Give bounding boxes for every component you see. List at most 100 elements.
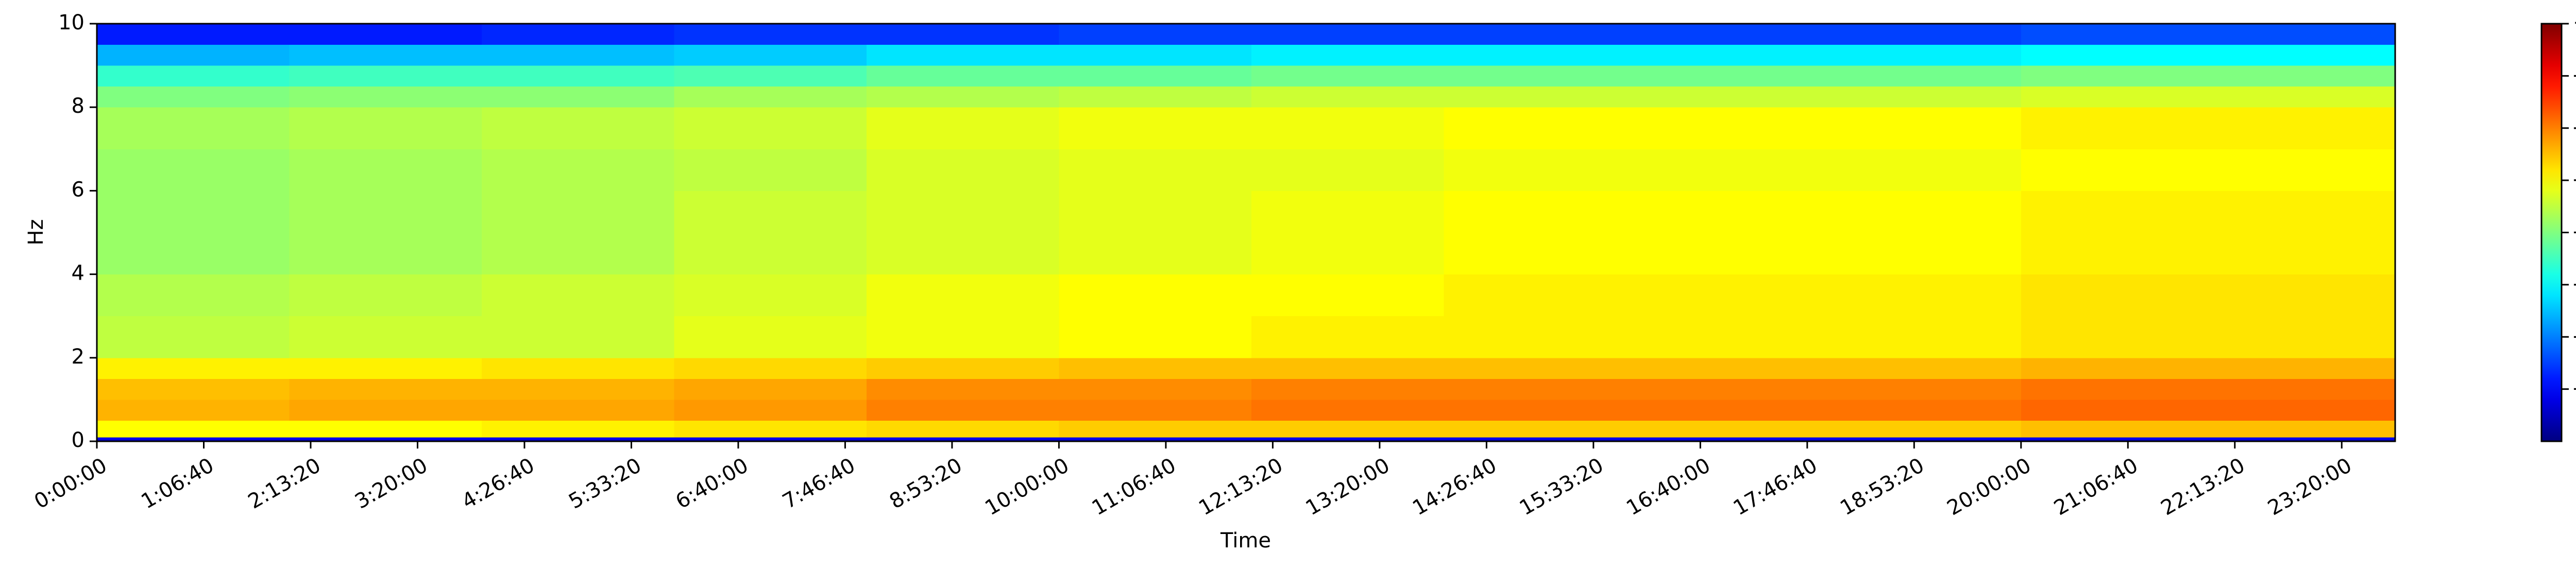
- cell: [481, 399, 674, 421]
- cell: [1059, 437, 1252, 442]
- cell: [1828, 274, 2022, 317]
- cell: [1636, 149, 1829, 191]
- cell: [97, 399, 290, 421]
- cell: [481, 357, 674, 379]
- cell: [2213, 86, 2396, 108]
- x-tick-label: 7:46:40: [778, 454, 859, 514]
- cell: [97, 437, 290, 442]
- cell: [1059, 107, 1252, 149]
- cell: [289, 274, 482, 317]
- cell: [481, 232, 674, 275]
- cell: [97, 316, 290, 358]
- cell: [1251, 107, 1444, 149]
- cell: [674, 232, 867, 275]
- cell: [866, 399, 1059, 421]
- cell: [97, 44, 290, 66]
- x-tick-label: 20:00:00: [1943, 454, 2036, 521]
- cell: [97, 107, 290, 149]
- cell: [1828, 378, 2022, 400]
- cell: [674, 86, 867, 108]
- cell: [2021, 107, 2214, 149]
- cell: [1251, 232, 1444, 275]
- cell: [2021, 399, 2214, 421]
- cell: [674, 316, 867, 358]
- cell: [866, 232, 1059, 275]
- cell: [1636, 274, 1829, 317]
- cell: [1251, 86, 1444, 108]
- cell: [1444, 86, 1637, 108]
- cell: [481, 107, 674, 149]
- x-tick-label: 2:13:20: [244, 454, 325, 514]
- cell: [674, 65, 867, 87]
- y-tick-label: 4: [72, 262, 84, 285]
- cell: [1444, 24, 1637, 45]
- cell: [1636, 316, 1829, 358]
- cell: [1636, 399, 1829, 421]
- cell: [866, 107, 1059, 149]
- cell: [289, 65, 482, 87]
- cell: [1251, 420, 1444, 438]
- cell: [97, 65, 290, 87]
- cell: [1828, 232, 2022, 275]
- cell: [289, 420, 482, 438]
- cell: [1636, 44, 1829, 66]
- cell: [2021, 86, 2214, 108]
- x-tick-label: 17:46:40: [1730, 454, 1822, 521]
- x-tick-label: 3:20:00: [351, 454, 432, 514]
- cell: [2021, 357, 2214, 379]
- cell: [2021, 24, 2214, 45]
- cell: [1636, 437, 1829, 442]
- cell: [1444, 378, 1637, 400]
- cell: [97, 420, 290, 438]
- cell: [1828, 65, 2022, 87]
- cell: [866, 191, 1059, 233]
- cell: [2213, 65, 2396, 87]
- cell: [1251, 399, 1444, 421]
- cell: [481, 65, 674, 87]
- cell: [481, 378, 674, 400]
- cell: [481, 44, 674, 66]
- cell: [866, 378, 1059, 400]
- x-tick-label: 16:40:00: [1622, 454, 1715, 521]
- x-tick-label: 6:40:00: [672, 454, 753, 514]
- x-tick-label: 1:06:40: [137, 454, 218, 514]
- cell: [289, 107, 482, 149]
- cell: [1059, 316, 1252, 358]
- cell: [2213, 437, 2396, 442]
- cell: [1828, 191, 2022, 233]
- cell: [2213, 274, 2396, 317]
- cell: [481, 274, 674, 317]
- cell: [674, 399, 867, 421]
- x-tick-label: 22:13:20: [2157, 454, 2249, 521]
- cell: [866, 316, 1059, 358]
- x-tick-label: 23:20:00: [2264, 454, 2356, 521]
- cell: [1059, 24, 1252, 45]
- cell: [2213, 316, 2396, 358]
- cell: [2213, 357, 2396, 379]
- colorbar-tick-label: -50 dB: [2573, 272, 2576, 296]
- cell: [674, 107, 867, 149]
- cell: [1059, 65, 1252, 87]
- cell: [866, 86, 1059, 108]
- cell: [1251, 378, 1444, 400]
- cell: [2213, 44, 2396, 66]
- cell: [97, 378, 290, 400]
- cell: [481, 437, 674, 442]
- colorbar-tick-label: -10 dB: [2573, 63, 2576, 87]
- cell: [866, 274, 1059, 317]
- cell: [481, 420, 674, 438]
- cell: [866, 357, 1059, 379]
- x-tick-label: 11:06:40: [1088, 454, 1180, 521]
- cell: [866, 420, 1059, 438]
- cell: [1251, 274, 1444, 317]
- cell: [1828, 399, 2022, 421]
- cell: [1828, 357, 2022, 379]
- x-tick-label: 21:06:40: [2050, 454, 2142, 521]
- cell: [2213, 107, 2396, 149]
- cell: [2213, 24, 2396, 45]
- cell: [1251, 316, 1444, 358]
- cell: [97, 86, 290, 108]
- cell: [1059, 357, 1252, 379]
- x-tick-label: 5:33:20: [565, 454, 646, 514]
